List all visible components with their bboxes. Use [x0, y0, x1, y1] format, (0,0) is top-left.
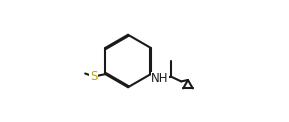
- Text: NH: NH: [151, 72, 169, 86]
- Text: S: S: [90, 70, 97, 83]
